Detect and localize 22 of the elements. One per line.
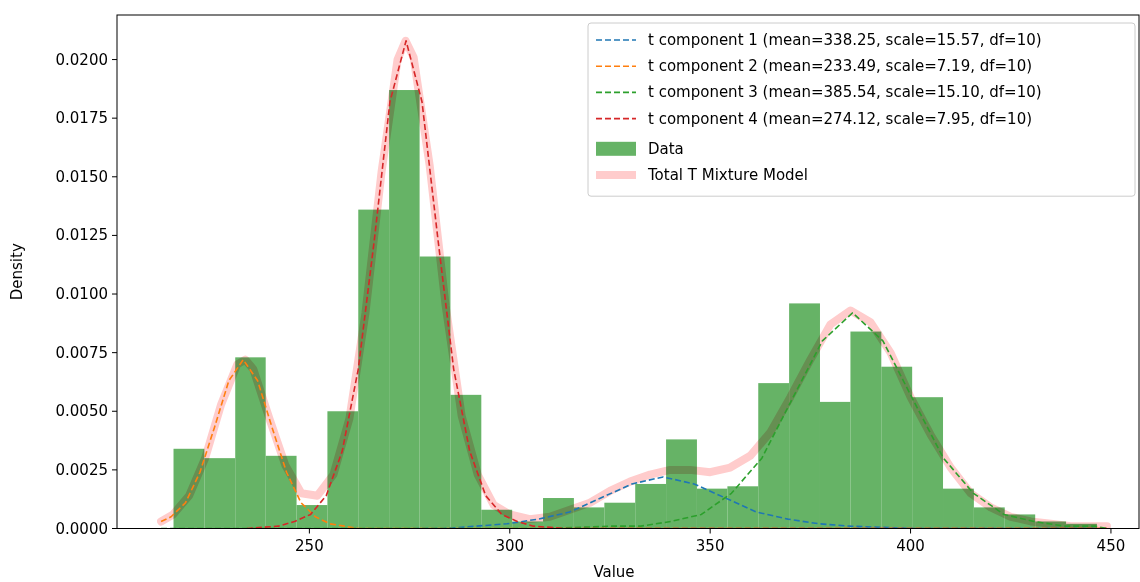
y-tick-label: 0.0025 [55,460,108,479]
x-tick-label: 250 [295,536,324,555]
x-tick-label: 300 [495,536,525,555]
legend-label: Data [648,139,684,158]
y-tick-label: 0.0075 [55,343,108,362]
x-tick-label: 400 [896,536,925,555]
legend-label: t component 1 (mean=338.25, scale=15.57, df=10) [648,31,1042,49]
y-tick-label: 0.0050 [55,402,108,421]
y-tick-label: 0.0100 [55,285,108,304]
x-tick-label: 450 [1096,536,1126,555]
legend-label: t component 2 (mean=233.49, scale=7.19, df=10) [648,57,1033,76]
x-axis-title: Value [593,563,635,581]
y-tick-label: 0.0150 [55,167,108,186]
legend-label: t component 4 (mean=274.12, scale=7.95, df=10) [648,109,1033,128]
legend-label: Total T Mixture Model [647,166,808,184]
y-tick-label: 0.0175 [55,109,108,128]
legend-label: t component 3 (mean=385.54, scale=15.10, df=10) [648,83,1042,102]
x-tick-label: 350 [695,536,725,555]
y-axis-title: Density [8,243,26,301]
y-tick-label: 0.0200 [55,50,108,69]
y-tick-label: 0.0125 [55,226,108,245]
y-tick-label: 0.0000 [55,519,108,538]
